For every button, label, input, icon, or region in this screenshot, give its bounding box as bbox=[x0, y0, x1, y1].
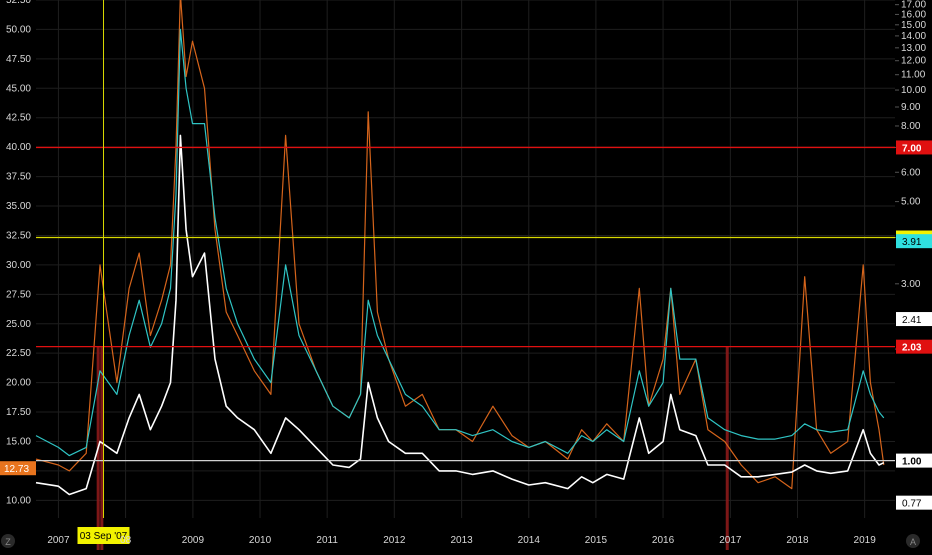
right-tick-label: 9.00 bbox=[901, 102, 921, 113]
x-tick-label: 2015 bbox=[585, 535, 608, 546]
signal-bar bbox=[725, 346, 729, 550]
x-tick-label: 2016 bbox=[652, 535, 675, 546]
left-tick-label: 20.00 bbox=[6, 378, 31, 389]
x-tick-label: 2017 bbox=[719, 535, 742, 546]
x-tick-label: 2009 bbox=[182, 535, 205, 546]
right-tick-label: 13.00 bbox=[901, 43, 926, 54]
auto-scale-icon[interactable]: A bbox=[910, 537, 916, 547]
left-tick-label: 17.50 bbox=[6, 407, 31, 418]
line-value-badge bbox=[896, 453, 932, 468]
crosshair-date-label: 03 Sep '07 bbox=[80, 531, 128, 542]
left-tick-label: 10.00 bbox=[6, 495, 31, 506]
left-value-label: 12.73 bbox=[4, 464, 29, 475]
x-tick-label: 08 bbox=[120, 535, 132, 546]
right-value-label: 0.77 bbox=[902, 499, 922, 510]
right-tick-label: 8.00 bbox=[901, 121, 921, 132]
right-value-badge bbox=[896, 312, 932, 327]
left-tick-label: 25.00 bbox=[6, 319, 31, 330]
left-tick-label: 42.50 bbox=[6, 113, 31, 124]
left-tick-label: 15.00 bbox=[6, 436, 31, 447]
corner-icons: Z A bbox=[1, 534, 920, 548]
horizontal-lines bbox=[36, 146, 895, 462]
crosshair: 03 Sep '07 bbox=[77, 0, 130, 544]
right-tick-label: 17.00 bbox=[901, 0, 926, 11]
right-tick-label: 10.00 bbox=[901, 85, 926, 96]
line-value-badge bbox=[896, 339, 932, 354]
crosshair-date-badge bbox=[77, 527, 130, 544]
zoom-icon[interactable]: Z bbox=[5, 537, 11, 547]
right-tick-label: 15.00 bbox=[901, 20, 926, 31]
x-axis: 2007 08 2009 2010 2011 2012 2013 2014 2015 2016 20… bbox=[47, 535, 876, 546]
right-tick-label: 11.00 bbox=[901, 70, 926, 81]
x-tick-label: 2013 bbox=[451, 535, 474, 546]
left-tick-label: 47.50 bbox=[6, 54, 31, 65]
left-tick-label: 37.50 bbox=[6, 172, 31, 183]
x-tick-label: 2012 bbox=[383, 535, 406, 546]
line-value-badge bbox=[896, 140, 932, 155]
signal-bar bbox=[100, 346, 104, 550]
right-value-badge bbox=[896, 495, 932, 510]
line-value-label: 2.03 bbox=[902, 343, 922, 354]
right-tick-label: 12.00 bbox=[901, 56, 926, 67]
series-lines bbox=[35, 0, 885, 496]
left-tick-label: 30.00 bbox=[6, 260, 31, 271]
right-tick-label: 14.00 bbox=[901, 31, 926, 42]
left-tick-label: 32.50 bbox=[6, 230, 31, 241]
left-tick-label: 45.00 bbox=[6, 83, 31, 94]
right-value-badge bbox=[896, 234, 932, 249]
left-tick-label: 22.50 bbox=[6, 348, 31, 359]
right-tick-label: 3.00 bbox=[901, 279, 921, 290]
x-tick-label: 2019 bbox=[854, 535, 877, 546]
left-tick-label: 52.50 bbox=[6, 0, 31, 6]
teal-series-line bbox=[35, 28, 885, 457]
right-tick-label: 6.00 bbox=[901, 167, 921, 178]
right-tick-label: 5.00 bbox=[901, 197, 921, 208]
white-series-line bbox=[35, 134, 885, 496]
line-value-label: 7.00 bbox=[902, 143, 922, 154]
left-tick-label: 35.00 bbox=[6, 201, 31, 212]
right-value-label: 3.91 bbox=[902, 237, 922, 248]
x-tick-label: 2014 bbox=[518, 535, 541, 546]
right-tick-label: 16.00 bbox=[901, 9, 926, 20]
auto-scale-icon-circle[interactable] bbox=[906, 534, 920, 548]
x-tick-label: 2011 bbox=[316, 535, 338, 546]
left-tick-label: 27.50 bbox=[6, 289, 31, 300]
line-value-label: 1.00 bbox=[902, 457, 922, 468]
left-value-badge bbox=[0, 461, 36, 476]
left-axis: 10.0012.5015.0017.5020.0022.5025.0027.50… bbox=[6, 0, 31, 506]
orange-series-line bbox=[35, 0, 885, 490]
x-tick-label: 2018 bbox=[786, 535, 809, 546]
x-tick-label: 2007 bbox=[47, 535, 70, 546]
left-tick-label: 50.00 bbox=[6, 24, 31, 35]
x-tick-label: 2010 bbox=[249, 535, 272, 546]
right-value-label: 2.41 bbox=[902, 315, 922, 326]
right-axis: 2.003.004.005.006.007.008.009.0010.0011.… bbox=[895, 0, 926, 355]
left-tick-label: 40.00 bbox=[6, 142, 31, 153]
zoom-icon-circle[interactable] bbox=[1, 534, 15, 548]
